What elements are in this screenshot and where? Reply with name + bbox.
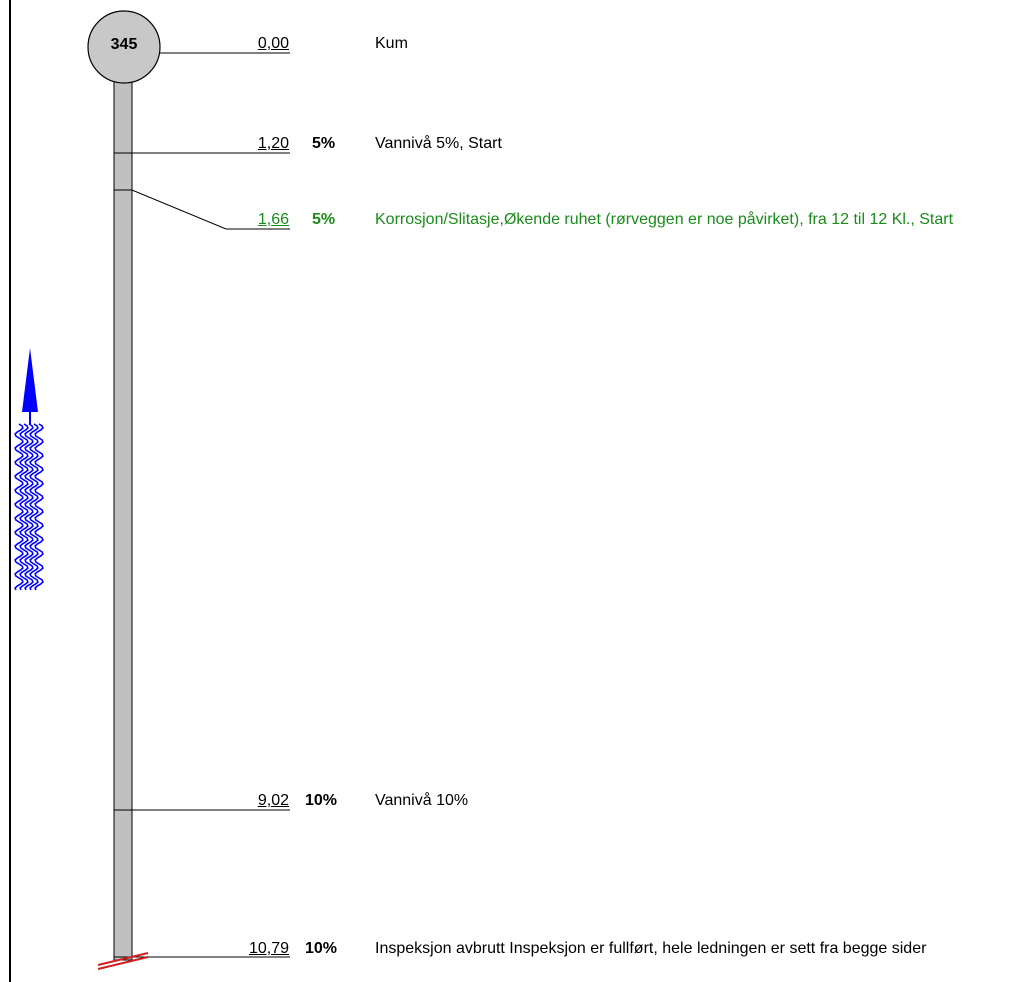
flow-wave-line (34, 423, 44, 591)
entry-distance: 0,00 (257, 35, 289, 52)
leader-line-2 (114, 189, 290, 230)
water-flow-upstream-arrow-icon (14, 348, 44, 591)
entry-percent: 5% (312, 135, 336, 152)
flow-wave-line (19, 423, 29, 591)
manhole-id: 345 (110, 36, 138, 53)
pipe-body (113, 79, 133, 961)
entry-description: Vannivå 10% (375, 792, 469, 809)
flow-wave-line (24, 423, 34, 591)
manhole-circle (87, 10, 161, 84)
entry-distance: 1,20 (257, 135, 289, 152)
entry-percent: 10% (305, 940, 338, 957)
flow-wave-line (29, 423, 39, 591)
entry-percent: 10% (305, 792, 338, 809)
entry-description: Korrosjon/Slitasje,Økende ruhet (rørvegg… (375, 211, 954, 228)
entry-description: Kum (375, 35, 408, 52)
pipe-end-break-icon (97, 952, 149, 970)
entry-distance: 1,66 (257, 211, 289, 228)
entry-distance: 10,79 (248, 940, 289, 957)
flow-wave-line (14, 423, 24, 591)
entry-description: Vannivå 5%, Start (375, 135, 502, 152)
entry-description: Inspeksjon avbrutt Inspeksjon er fullfør… (375, 940, 927, 957)
entry-distance: 9,02 (257, 792, 289, 809)
entry-percent: 5% (312, 211, 336, 228)
